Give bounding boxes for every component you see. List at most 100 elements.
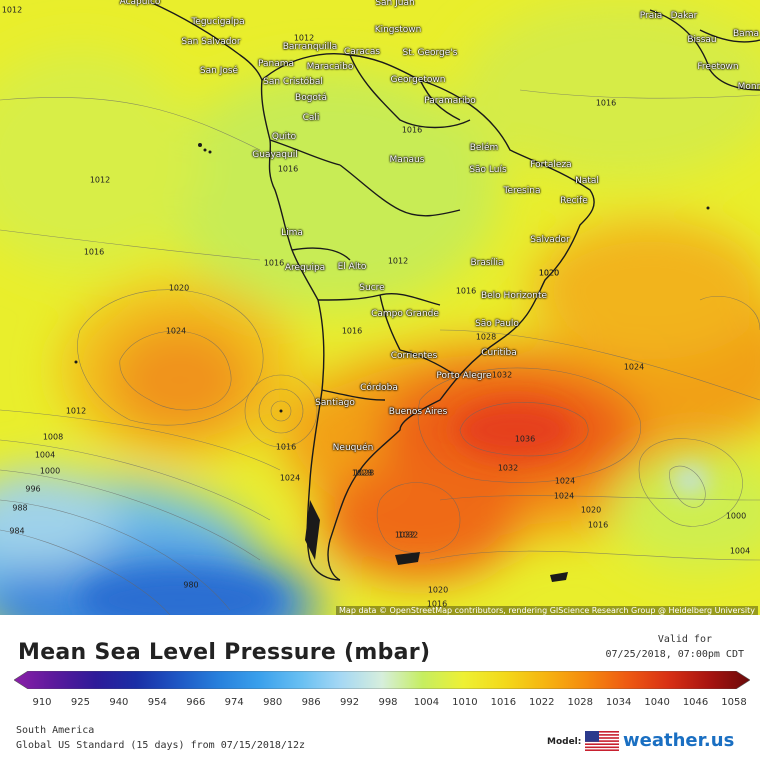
isobar-label: 1024 [279, 473, 301, 483]
city-label: Brasília [470, 258, 504, 268]
city-label: Recife [560, 196, 588, 206]
city-label: San José [199, 66, 239, 76]
color-scale-tick: 1058 [721, 697, 747, 708]
isobar-label: 1012 [293, 33, 315, 43]
pressure-map[interactable]: Tegucigalpa San Salvador Kingstown St. Geor… [0, 0, 760, 615]
isobar-label: 1016 [277, 164, 299, 174]
isobar-label: 988 [12, 503, 28, 513]
color-scale-tick: 1034 [605, 697, 632, 708]
city-label: Monr [737, 82, 760, 92]
isobar-label: 980 [183, 580, 199, 590]
color-scale-tick: 992 [340, 697, 360, 708]
isobar-label: 1024 [554, 476, 576, 486]
isobar-label: 996 [25, 484, 41, 494]
valid-label: Valid for [657, 634, 712, 645]
isobar-label: 984 [9, 526, 25, 536]
isobar-label: 1032 [397, 530, 419, 540]
isobar-label: 1028 [475, 332, 497, 342]
isobar-label: 1024 [623, 362, 645, 372]
us-flag-icon [585, 731, 619, 751]
city-label: Lima [281, 228, 303, 238]
city-label: Cali [302, 113, 320, 123]
city-label: Freetown [697, 62, 739, 72]
city-label: Belém [469, 143, 499, 153]
model-run-label: Global US Standard (15 days) from 07/15/… [16, 740, 305, 751]
isobar-label: 1020 [427, 585, 449, 595]
city-label: Teresina [503, 186, 541, 196]
isobar-label: 1016 [595, 98, 617, 108]
valid-time: 07/25/2018, 07:00pm CDT [605, 649, 744, 660]
isobar-label: 1036 [514, 434, 536, 444]
isobar-label: 1016 [401, 125, 423, 135]
isobar-label: 1020 [538, 268, 560, 278]
city-label: El Alto [337, 262, 367, 272]
isobar-label: 1032 [491, 370, 513, 380]
isobar-label: 1020 [538, 268, 560, 278]
city-label: Neuquén [332, 443, 374, 453]
city-label: Panama [257, 59, 295, 69]
city-label: Corrientes [390, 351, 438, 361]
color-scale-tick: 1040 [644, 697, 670, 708]
city-label: Curitiba [481, 348, 517, 358]
brand-logo[interactable]: weather.us [623, 730, 735, 751]
city-label: Bama [733, 29, 759, 39]
city-label: Caracas [343, 47, 381, 57]
city-label: Dakar [670, 11, 698, 21]
color-scale-tick: 974 [224, 697, 244, 708]
city-label: São Paulo [475, 319, 519, 329]
color-scale-tick: 986 [301, 697, 321, 708]
color-scale-tick: 1010 [452, 697, 478, 708]
isobar-label: 1012 [65, 406, 87, 416]
city-label: Córdoba [360, 383, 398, 393]
map-canvas [0, 0, 760, 615]
city-label: Sucre [359, 283, 385, 293]
isobar-lines [0, 89, 760, 615]
isobar-label: 1012 [1, 5, 23, 15]
city-label: Barranquilla [282, 42, 338, 52]
isobar-label: 1016 [275, 442, 297, 452]
isobar-label: 1024 [553, 491, 575, 501]
city-label: Praia [639, 11, 663, 21]
city-label: Natal [575, 176, 599, 186]
color-scale-tick: 1016 [490, 697, 517, 708]
isobar-label: 1000 [39, 466, 61, 476]
isobar-label: 1016 [263, 258, 285, 268]
city-label: Kingstown [374, 25, 422, 35]
map-attribution: Map data © OpenStreetMap contributors, r… [336, 606, 758, 615]
city-label: Belo Horizonte [480, 291, 548, 301]
city-label: San Cristóbal [263, 77, 323, 87]
city-label: Bogotá [295, 93, 327, 103]
isobar-label: 1032 [394, 530, 416, 540]
city-label: Acapulco [119, 0, 161, 7]
city-label: Campo Grande [371, 309, 439, 319]
isobar-label: 1016 [83, 247, 105, 257]
city-label: Tegucigalpa [191, 17, 245, 27]
city-label: San Juan [375, 0, 415, 8]
city-label: Porto Alegre [436, 371, 492, 381]
city-label: Buenos Aires [388, 407, 448, 417]
isobar-label: 1020 [168, 283, 190, 293]
color-scale-tick: 940 [109, 697, 129, 708]
region-label: South America [16, 725, 95, 736]
color-scale-tick: 925 [70, 697, 90, 708]
isobar-label: 1012 [89, 175, 111, 185]
isobar-label: 1028 [353, 468, 375, 478]
city-label: Paramaribo [424, 96, 476, 106]
isobar-label: 1000 [725, 511, 747, 521]
isobar-label: 1016 [455, 286, 477, 296]
city-label: São Luís [469, 165, 507, 175]
color-scale-tick: 966 [186, 697, 206, 708]
model-label: Model: [547, 737, 582, 747]
isobar-label: 1012 [387, 256, 409, 266]
islands [74, 143, 710, 582]
color-scale-tick: 910 [32, 697, 52, 708]
city-label: Guayaquil [252, 150, 298, 160]
isobar-label: 1016 [341, 326, 363, 336]
isobar-label: 1004 [34, 450, 56, 460]
city-label: Maracaibo [306, 62, 354, 72]
isobar-label: 1028 [351, 468, 373, 478]
isobar-label: 1016 [426, 599, 448, 609]
color-scale-tick: 1028 [567, 697, 593, 708]
city-label: San Salvador [181, 37, 241, 47]
isobar-label: 1032 [497, 463, 519, 473]
